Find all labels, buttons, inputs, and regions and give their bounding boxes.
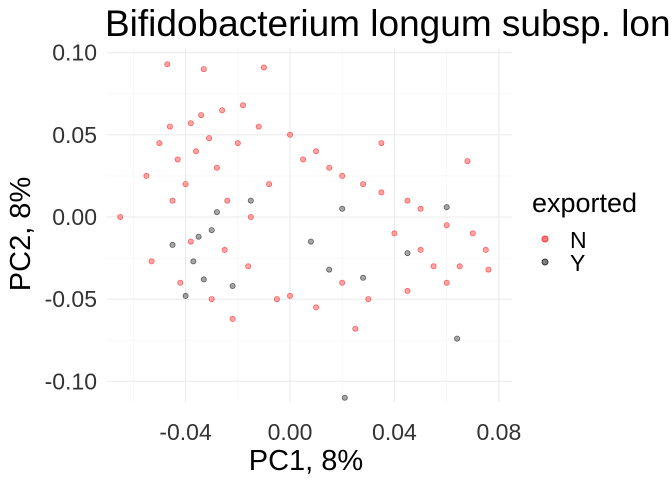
data-point-n [229,315,236,322]
x-tick-label: -0.04 [159,419,212,445]
data-point-n [247,213,254,220]
data-point-y [443,204,450,211]
data-point-n [339,172,346,179]
data-point-n [266,181,273,188]
data-point-n [430,263,437,270]
data-point-n [221,246,228,253]
x-tick-label: 0.00 [268,419,313,445]
data-point-n [117,213,124,220]
data-point-n [443,222,450,229]
data-point-n [245,263,252,270]
data-point-n [143,172,150,179]
data-point-n [273,296,280,303]
data-point-y [190,258,197,265]
data-point-n [300,156,307,163]
legend-label-y: Y [570,250,585,276]
data-point-n [378,140,385,147]
data-point-n [391,230,398,237]
legend-title: exported [532,188,637,218]
data-point-y [360,274,367,281]
data-point-n [166,123,173,130]
data-point-y [200,276,207,283]
data-point-n [148,258,155,265]
data-point-n [286,292,293,299]
data-point-n [219,107,226,114]
data-point-n [169,197,176,204]
data-point-y [247,197,254,204]
data-point-y [326,266,333,273]
data-point-n [365,296,372,303]
data-point-n [182,181,189,188]
data-point-y [229,282,236,289]
legend-key-y [541,258,549,266]
legend-label-n: N [570,227,587,253]
data-point-n [404,197,411,204]
plot-grid [107,48,512,402]
data-point-n [213,164,220,171]
y-tick-label: -0.10 [45,368,97,394]
data-point-n [234,140,241,147]
y-tick-label: -0.05 [45,286,97,312]
data-point-n [286,131,293,138]
data-point-n [198,112,205,119]
data-point-n [200,66,207,73]
data-point-n [208,296,215,303]
data-point-n [417,246,424,253]
data-point-n [485,266,492,273]
data-point-n [482,246,489,253]
data-point-n [224,197,231,204]
plot-points [117,61,492,401]
data-point-n [192,148,199,155]
data-point-n [352,325,359,332]
data-point-n [360,181,367,188]
y-tick-labels: -0.10 -0.05 0.00 0.05 0.10 [45,40,97,395]
data-point-n [313,304,320,311]
x-axis-title: PC1, 8% [249,445,363,477]
data-point-y [195,233,202,240]
y-tick-label: 0.05 [52,122,97,148]
data-point-n [404,287,411,294]
data-point-y [341,394,348,401]
y-tick-label: 0.00 [52,204,97,230]
data-point-n [378,189,385,196]
data-point-n [464,158,471,165]
y-tick-label: 0.10 [52,40,97,66]
data-point-n [339,279,346,286]
data-point-n [174,156,181,163]
data-point-n [326,164,333,171]
data-point-n [156,140,163,147]
y-axis-title: PC2, 8% [5,177,37,291]
x-tick-labels: -0.04 0.00 0.04 0.08 [159,419,521,445]
data-point-y [169,241,176,248]
data-point-n [260,64,267,71]
data-point-y [404,250,411,257]
legend: exported N Y [532,188,637,276]
x-tick-label: 0.04 [372,419,417,445]
data-point-n [177,279,184,286]
data-point-n [187,238,194,245]
data-point-n [417,205,424,212]
data-point-y [339,205,346,212]
data-point-n [239,102,246,109]
data-point-n [187,120,194,127]
data-point-n [443,279,450,286]
data-point-n [469,230,476,237]
chart-title: Bifidobacterium longum subsp. lon [105,3,671,44]
data-point-y [307,238,314,245]
data-point-n [313,148,320,155]
data-point-y [213,209,220,216]
data-point-n [456,263,463,270]
data-point-n [164,61,171,68]
x-tick-label: 0.08 [476,419,521,445]
data-point-n [255,123,262,130]
data-point-y [454,335,461,342]
data-point-y [182,292,189,299]
data-point-n [206,135,213,142]
data-point-y [208,227,215,234]
legend-key-n [541,235,549,243]
